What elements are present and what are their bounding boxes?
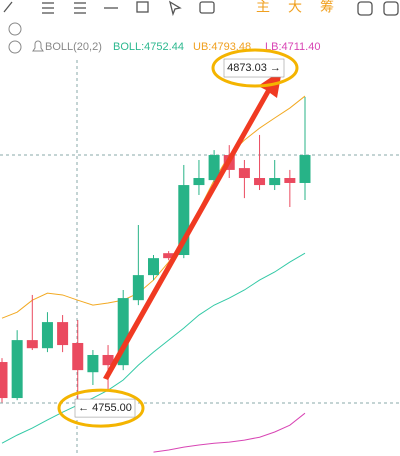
indicator-upper: UB:4793.48 (193, 41, 251, 53)
highlight-ring (57, 388, 145, 428)
candle-body (193, 178, 205, 186)
indicator-mid: BOLL:4752.44 (113, 41, 184, 53)
toolbar-main[interactable]: 主 (256, 0, 270, 15)
candle-body (163, 253, 175, 259)
toggle-icon[interactable] (8, 40, 22, 54)
candle-body (148, 258, 159, 276)
band-line (1, 252, 306, 444)
crosshair (0, 60, 400, 456)
price-label-box (223, 58, 285, 78)
candle-body (57, 322, 69, 346)
trend-arrow (103, 70, 282, 380)
highlight-ring (211, 48, 299, 88)
price-label-box (74, 398, 136, 418)
candle-body (238, 168, 250, 179)
candle-body (208, 155, 220, 181)
candle-body (299, 155, 311, 183)
candle-body (132, 275, 144, 301)
candle-body (11, 340, 23, 399)
band-line (153, 412, 306, 453)
toolbar-icons (3, 0, 399, 17)
toolbar-chips[interactable]: 筹 (320, 0, 334, 15)
price-label: ← 4755.00 (78, 402, 132, 414)
bell-icon[interactable] (32, 40, 44, 52)
candle-body (26, 340, 38, 349)
candle-body (102, 354, 114, 366)
price-label: 4873.03 → (227, 62, 281, 74)
candle-body (41, 322, 53, 349)
candle-body (269, 178, 281, 186)
collapse-icon[interactable] (8, 22, 22, 36)
candle-body (254, 178, 266, 186)
indicator-name: BOLL(20,2) (45, 41, 102, 53)
candle-body (72, 342, 84, 371)
indicator-lower: LB:4711.40 (265, 41, 320, 53)
toolbar-big[interactable]: 大 (288, 0, 302, 15)
candle-body (87, 354, 99, 373)
candle-body (178, 185, 190, 256)
candle-body (284, 178, 296, 183)
candle-body (117, 298, 129, 366)
candle-body (0, 362, 8, 399)
